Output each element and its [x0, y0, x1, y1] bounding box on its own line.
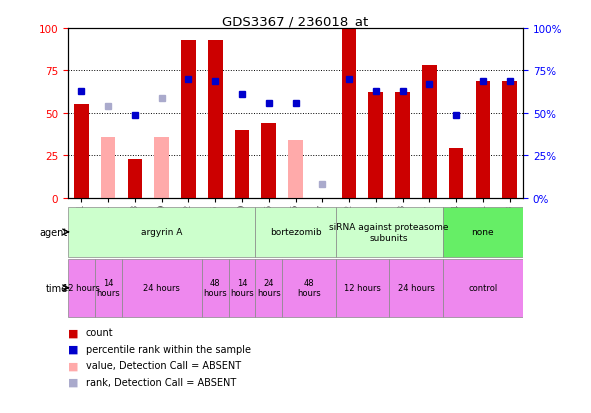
Bar [422, 66, 437, 198]
Bar [202, 259, 229, 317]
Text: 14
hours: 14 hours [230, 278, 254, 298]
Text: count: count [86, 328, 113, 337]
Bar [235, 131, 249, 198]
Bar [288, 141, 303, 198]
Bar [68, 207, 255, 257]
Bar [395, 93, 410, 198]
Bar [208, 41, 223, 198]
Bar [255, 259, 282, 317]
Text: ■: ■ [68, 328, 79, 337]
Bar [282, 259, 336, 317]
Title: GDS3367 / 236018_at: GDS3367 / 236018_at [222, 15, 369, 28]
Text: 12 hours: 12 hours [344, 284, 381, 292]
Text: argyrin A: argyrin A [141, 228, 183, 237]
Text: siRNA against proteasome
subunits: siRNA against proteasome subunits [329, 223, 449, 242]
Bar [68, 259, 95, 317]
Text: agent: agent [40, 227, 68, 237]
Bar [443, 259, 523, 317]
Text: 48
hours: 48 hours [203, 278, 227, 298]
Bar [449, 149, 463, 198]
Bar [502, 81, 517, 198]
Text: ■: ■ [68, 361, 79, 370]
Text: rank, Detection Call = ABSENT: rank, Detection Call = ABSENT [86, 377, 236, 387]
Bar [95, 259, 122, 317]
Bar [336, 207, 443, 257]
Bar [181, 41, 196, 198]
Bar [476, 81, 491, 198]
Text: control: control [468, 284, 498, 292]
Bar [389, 259, 443, 317]
Text: ■: ■ [68, 344, 79, 354]
Bar [336, 259, 389, 317]
Bar [74, 105, 89, 198]
Bar [128, 159, 142, 198]
Text: 48
hours: 48 hours [297, 278, 321, 298]
Text: 24 hours: 24 hours [398, 284, 434, 292]
Text: percentile rank within the sample: percentile rank within the sample [86, 344, 251, 354]
Text: 24 hours: 24 hours [143, 284, 180, 292]
Text: none: none [472, 228, 494, 237]
Bar [229, 259, 255, 317]
Bar [443, 207, 523, 257]
Bar [122, 259, 202, 317]
Text: 12 hours: 12 hours [63, 284, 100, 292]
Bar [255, 207, 336, 257]
Bar [342, 29, 356, 198]
Bar [154, 137, 169, 198]
Text: ■: ■ [68, 377, 79, 387]
Bar [368, 93, 383, 198]
Text: 24
hours: 24 hours [257, 278, 281, 298]
Text: value, Detection Call = ABSENT: value, Detection Call = ABSENT [86, 361, 241, 370]
Bar [100, 137, 115, 198]
Text: 14
hours: 14 hours [96, 278, 120, 298]
Bar [261, 124, 276, 198]
Text: time: time [46, 283, 68, 293]
Text: bortezomib: bortezomib [269, 228, 322, 237]
